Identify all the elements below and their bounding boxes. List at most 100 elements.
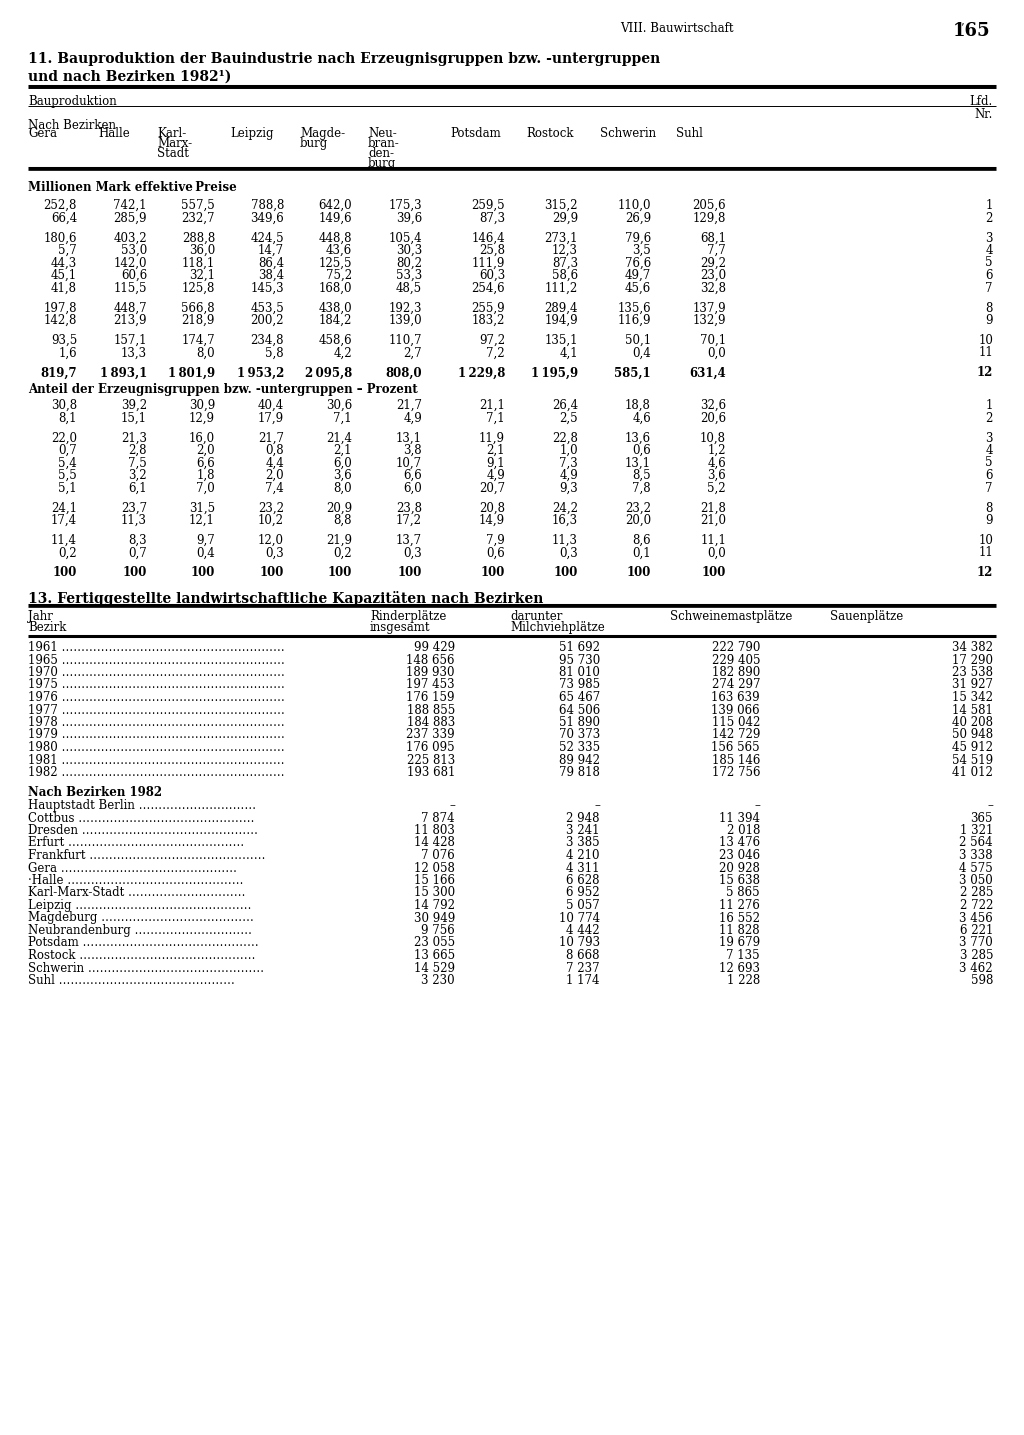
Text: Jahr: Jahr [28, 610, 53, 623]
Text: ·Halle ………………………………………: ·Halle ……………………………………… [28, 874, 244, 887]
Text: 148 656: 148 656 [407, 653, 455, 666]
Text: 115,5: 115,5 [114, 281, 147, 294]
Text: 6,6: 6,6 [197, 456, 215, 469]
Text: 6 221: 6 221 [959, 924, 993, 937]
Text: 110,0: 110,0 [617, 199, 651, 212]
Text: Nr.: Nr. [975, 108, 993, 121]
Text: 7 076: 7 076 [421, 850, 455, 862]
Text: 32,1: 32,1 [189, 268, 215, 283]
Text: 7: 7 [985, 482, 993, 495]
Text: 598: 598 [971, 974, 993, 987]
Text: 60,6: 60,6 [121, 268, 147, 283]
Text: 17,9: 17,9 [258, 412, 284, 425]
Text: 176 095: 176 095 [407, 740, 455, 753]
Text: 93,5: 93,5 [51, 334, 77, 347]
Text: 3 050: 3 050 [959, 874, 993, 887]
Text: Potsdam: Potsdam [450, 128, 501, 141]
Text: 50 948: 50 948 [952, 729, 993, 742]
Text: 2 722: 2 722 [959, 898, 993, 913]
Text: 79 818: 79 818 [559, 766, 600, 779]
Text: 21,9: 21,9 [326, 534, 352, 547]
Text: 7,8: 7,8 [633, 482, 651, 495]
Text: 259,5: 259,5 [471, 199, 505, 212]
Text: Frankfurt ………………………………………: Frankfurt ……………………………………… [28, 850, 265, 862]
Text: 184 883: 184 883 [407, 716, 455, 729]
Text: 76,6: 76,6 [625, 257, 651, 270]
Text: 7,0: 7,0 [197, 482, 215, 495]
Text: 8: 8 [986, 501, 993, 515]
Text: Gera: Gera [28, 128, 57, 141]
Text: 11,4: 11,4 [51, 534, 77, 547]
Text: Nach Bezirken 1982: Nach Bezirken 1982 [28, 786, 162, 799]
Text: 1,0: 1,0 [559, 443, 578, 456]
Text: 168,0: 168,0 [318, 281, 352, 294]
Text: 32,8: 32,8 [700, 281, 726, 294]
Text: 3: 3 [985, 432, 993, 445]
Text: 5 865: 5 865 [726, 887, 760, 900]
Text: 21,4: 21,4 [326, 432, 352, 445]
Text: 3 770: 3 770 [959, 937, 993, 950]
Text: 9,3: 9,3 [559, 482, 578, 495]
Text: 1976 …………………………………………………: 1976 ………………………………………………… [28, 692, 285, 705]
Text: 213,9: 213,9 [114, 314, 147, 327]
Text: 8,6: 8,6 [633, 534, 651, 547]
Text: 424,5: 424,5 [251, 231, 284, 244]
Text: 1 228: 1 228 [727, 974, 760, 987]
Text: 2,0: 2,0 [265, 469, 284, 482]
Text: 5,2: 5,2 [708, 482, 726, 495]
Text: 11 276: 11 276 [719, 898, 760, 913]
Text: 15 638: 15 638 [719, 874, 760, 887]
Text: 36,0: 36,0 [188, 244, 215, 257]
Text: 2 948: 2 948 [566, 812, 600, 825]
Text: 100: 100 [328, 567, 352, 580]
Text: 14 428: 14 428 [414, 837, 455, 850]
Text: 1 174: 1 174 [566, 974, 600, 987]
Text: 7: 7 [985, 281, 993, 294]
Text: 45 912: 45 912 [952, 740, 993, 753]
Text: 1 953,2: 1 953,2 [237, 366, 284, 379]
Text: Schweinemastplätze: Schweinemastplätze [670, 610, 793, 623]
Text: 0,1: 0,1 [633, 547, 651, 560]
Text: 58,6: 58,6 [552, 268, 578, 283]
Text: 30,6: 30,6 [326, 399, 352, 412]
Text: 3 230: 3 230 [421, 974, 455, 987]
Text: 29,9: 29,9 [552, 211, 578, 224]
Text: 254,6: 254,6 [471, 281, 505, 294]
Text: 7,2: 7,2 [486, 346, 505, 360]
Text: 9,7: 9,7 [197, 534, 215, 547]
Text: Marx-: Marx- [157, 136, 193, 151]
Text: 20,6: 20,6 [699, 412, 726, 425]
Text: 1975 …………………………………………………: 1975 ………………………………………………… [28, 679, 285, 692]
Text: Neu-: Neu- [368, 128, 396, 141]
Text: 10 774: 10 774 [559, 911, 600, 924]
Text: 23 055: 23 055 [414, 937, 455, 950]
Text: Lfd.: Lfd. [970, 95, 993, 108]
Text: Nach Bezirken: Nach Bezirken [28, 119, 116, 132]
Text: 100: 100 [627, 567, 651, 580]
Text: 8,0: 8,0 [334, 482, 352, 495]
Text: 3,2: 3,2 [128, 469, 147, 482]
Text: 0,8: 0,8 [265, 443, 284, 456]
Text: Neubrandenburg …………………………: Neubrandenburg ………………………… [28, 924, 252, 937]
Text: 0,6: 0,6 [632, 443, 651, 456]
Text: 4,9: 4,9 [403, 412, 422, 425]
Text: 3 338: 3 338 [959, 850, 993, 862]
Text: 111,9: 111,9 [472, 257, 505, 270]
Text: 95 730: 95 730 [559, 653, 600, 666]
Text: 288,8: 288,8 [181, 231, 215, 244]
Text: 5,4: 5,4 [58, 456, 77, 469]
Text: Leipzig: Leipzig [230, 128, 273, 141]
Text: 3,5: 3,5 [632, 244, 651, 257]
Text: Rostock: Rostock [526, 128, 573, 141]
Text: 5,8: 5,8 [265, 346, 284, 360]
Text: 11 394: 11 394 [719, 812, 760, 825]
Text: 115 042: 115 042 [712, 716, 760, 729]
Text: 45,1: 45,1 [51, 268, 77, 283]
Text: 75,2: 75,2 [326, 268, 352, 283]
Text: 0,4: 0,4 [197, 547, 215, 560]
Text: Dresden ………………………………………: Dresden ……………………………………… [28, 824, 258, 837]
Text: 23,2: 23,2 [625, 501, 651, 515]
Text: 118,1: 118,1 [181, 257, 215, 270]
Text: 80,2: 80,2 [396, 257, 422, 270]
Text: 13. Fertiggestellte landwirtschaftliche Kapazitäten nach Bezirken: 13. Fertiggestellte landwirtschaftliche … [28, 591, 544, 606]
